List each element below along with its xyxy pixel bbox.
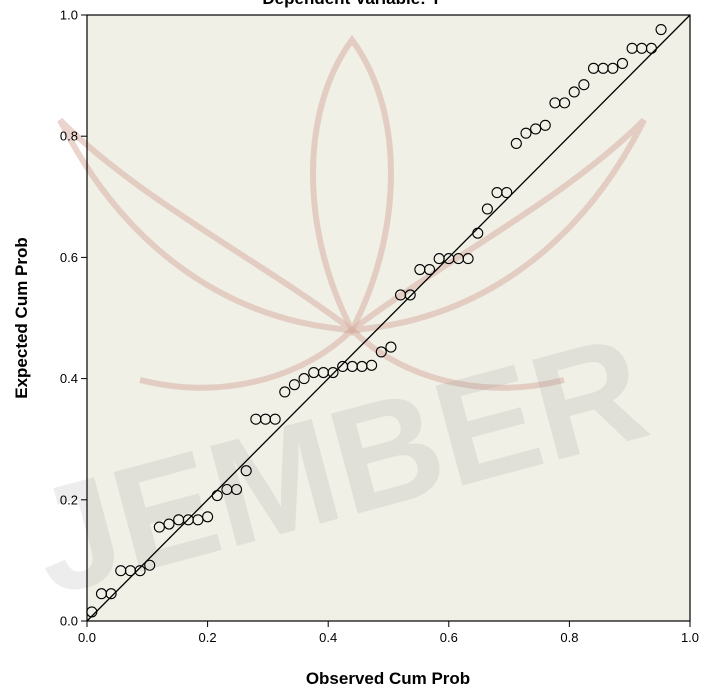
y-axis-title: Expected Cum Prob xyxy=(12,237,31,399)
x-tick-label: 0.0 xyxy=(78,630,96,645)
data-point-22 xyxy=(288,379,300,391)
data-point-36 xyxy=(423,263,436,276)
y-tick-label: 0.4 xyxy=(60,371,78,386)
data-point-7 xyxy=(144,559,156,571)
data-point-32 xyxy=(385,341,397,353)
plot-frame xyxy=(86,14,691,622)
x-tick-label: 0.2 xyxy=(199,630,217,645)
data-point-20 xyxy=(269,413,281,425)
data-point-50 xyxy=(559,97,571,109)
data-point-13 xyxy=(202,511,214,523)
x-tick-label: 0.8 xyxy=(560,630,578,645)
x-tick-label: 0.4 xyxy=(319,630,337,645)
data-point-26 xyxy=(327,366,339,379)
data-point-17 xyxy=(240,465,252,477)
x-axis-title: Observed Cum Prob xyxy=(306,669,470,688)
reference-line xyxy=(86,14,691,622)
data-point-31 xyxy=(375,346,387,358)
x-tick-label: 1.0 xyxy=(681,630,699,645)
data-point-34 xyxy=(404,289,416,301)
data-point-3 xyxy=(105,588,117,600)
y-tick-label: 1.0 xyxy=(60,8,78,23)
data-point-40 xyxy=(462,253,474,265)
data-point-41 xyxy=(472,227,484,239)
data-points xyxy=(86,23,667,618)
y-tick-label: 0.0 xyxy=(60,614,78,629)
y-tick-label: 0.8 xyxy=(60,129,78,144)
data-point-21 xyxy=(279,386,291,398)
data-point-47 xyxy=(530,123,542,135)
data-point-45 xyxy=(510,137,522,150)
data-point-46 xyxy=(520,127,532,139)
data-point-44 xyxy=(501,187,513,199)
data-point-55 xyxy=(607,62,619,74)
data-point-52 xyxy=(578,79,590,91)
data-point-56 xyxy=(616,57,629,70)
y-tick-label: 0.6 xyxy=(60,250,78,265)
data-point-60 xyxy=(655,23,667,36)
data-point-30 xyxy=(366,359,378,371)
chart-title: Dependent Variable: Y xyxy=(262,0,442,8)
y-axis: 0.0 0.2 0.4 0.6 0.8 1.0 xyxy=(60,8,87,629)
y-tick-label: 0.2 xyxy=(60,492,78,507)
x-tick-label: 0.6 xyxy=(440,630,458,645)
data-point-42 xyxy=(481,203,493,215)
data-point-48 xyxy=(539,119,551,131)
x-axis: 0.0 0.2 0.4 0.6 0.8 1.0 xyxy=(78,621,699,645)
data-point-9 xyxy=(163,518,175,530)
watermark-leaf-emblem xyxy=(57,34,647,391)
data-point-16 xyxy=(230,483,243,496)
data-point-51 xyxy=(568,86,580,98)
data-point-23 xyxy=(298,373,310,385)
data-point-14 xyxy=(211,490,223,502)
data-point-6 xyxy=(134,565,146,577)
data-point-59 xyxy=(645,42,657,54)
